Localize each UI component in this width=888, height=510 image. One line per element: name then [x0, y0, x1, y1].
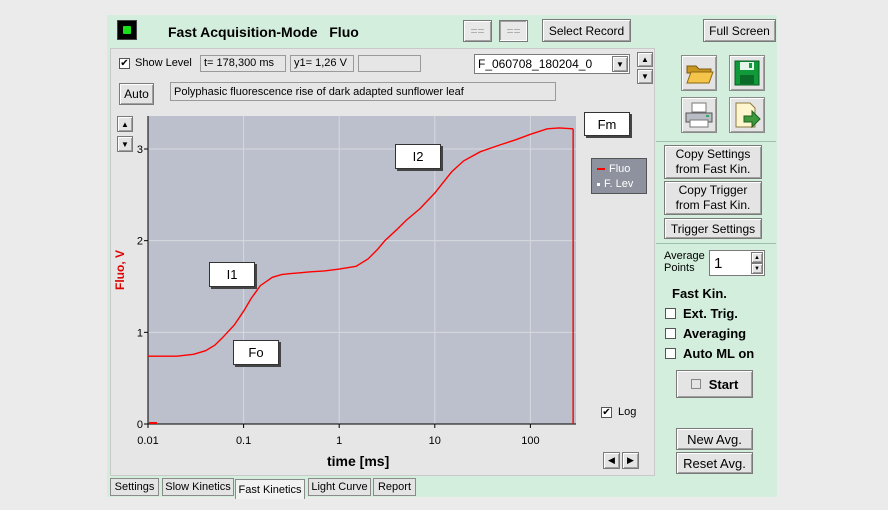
eq-button-2[interactable]: ==	[499, 20, 528, 42]
save-button[interactable]	[729, 55, 765, 91]
ext-trig-option[interactable]: Ext. Trig.	[665, 306, 738, 321]
annotation-fm: Fm	[584, 112, 630, 136]
new-avg-button[interactable]: New Avg.	[676, 428, 753, 450]
x-axis-label: time [ms]	[327, 453, 390, 469]
annotation-i2: I2	[395, 144, 441, 169]
show-level-toggle[interactable]: ✔ Show Level	[119, 57, 192, 69]
ext-trig-label: Ext. Trig.	[683, 306, 738, 321]
tab-light-curve[interactable]: Light Curve	[308, 478, 371, 496]
start-label: Start	[708, 376, 739, 392]
tab-settings[interactable]: Settings	[110, 478, 159, 496]
copy-settings-line2: from Fast Kin.	[675, 162, 751, 176]
auto-button[interactable]: Auto	[119, 83, 154, 105]
export-arrow-icon	[735, 102, 761, 129]
time-readout: t= 178,300 ms	[200, 55, 286, 72]
full-screen-button[interactable]: Full Screen	[703, 19, 776, 42]
y-tick-label: 2	[137, 236, 143, 248]
legend-label-fluo: Fluo	[609, 163, 631, 175]
select-record-button[interactable]: Select Record	[542, 19, 631, 42]
description-field[interactable]: Polyphasic fluorescence rise of dark ada…	[170, 82, 556, 101]
print-button[interactable]	[681, 97, 717, 133]
copy-trigger-button[interactable]: Copy Trigger from Fast Kin.	[664, 181, 762, 215]
average-points-label-line1: Average	[664, 250, 705, 262]
average-points-label-line2: Points	[664, 262, 695, 274]
fast-kin-heading: Fast Kin.	[672, 286, 727, 301]
record-up-arrow-icon[interactable]: ▲	[637, 52, 653, 67]
y1-readout: y1= 1,26 V	[290, 55, 354, 72]
legend-swatch-fluo	[597, 168, 605, 170]
legend-item-fluo: Fluo	[597, 163, 630, 175]
window-title: Fast Acquisition-Mode Fluo	[168, 24, 359, 40]
average-points-value: 1	[714, 255, 723, 272]
log-label: Log	[618, 406, 637, 418]
auto-ml-label: Auto ML on	[683, 346, 755, 361]
y-tick-label: 3	[137, 144, 143, 156]
auto-ml-checkbox[interactable]	[665, 348, 676, 359]
y-scale-up-icon[interactable]: ▲	[117, 116, 133, 132]
series-line-fluo	[148, 127, 574, 357]
tab-bar: Settings Slow Kinetics Fast Kinetics Lig…	[107, 478, 777, 499]
x-tick-label: 1	[336, 435, 342, 447]
reset-avg-button[interactable]: Reset Avg.	[676, 452, 753, 474]
status-led-icon	[117, 20, 137, 40]
export-button[interactable]	[729, 97, 765, 133]
legend-swatch-flev	[597, 182, 600, 186]
copy-trigger-line2: from Fast Kin.	[675, 198, 751, 212]
annotation-i1: I1	[209, 262, 255, 287]
log-toggle[interactable]: ✔ Log	[601, 406, 636, 418]
ext-trig-checkbox[interactable]	[665, 308, 676, 319]
copy-settings-button[interactable]: Copy Settings from Fast Kin.	[664, 145, 762, 179]
copy-settings-line1: Copy Settings	[675, 147, 751, 161]
spinner-up-icon[interactable]: ▲	[751, 252, 763, 263]
x-tick-label: 10	[429, 435, 441, 447]
y-axis-label: Fluo, V	[113, 250, 127, 290]
record-select-value: F_060708_180204_0	[478, 57, 593, 71]
printer-icon	[685, 102, 713, 128]
start-indicator-icon	[690, 379, 701, 389]
spinner-down-icon[interactable]: ▼	[751, 263, 763, 274]
record-select[interactable]: F_060708_180204_0 ▼	[474, 54, 630, 74]
averaging-checkbox[interactable]	[665, 328, 676, 339]
record-down-arrow-icon[interactable]: ▼	[637, 69, 653, 84]
average-points-spinner[interactable]: 1 ▲ ▼	[709, 250, 765, 276]
scroll-left-icon[interactable]: ◀	[603, 452, 620, 469]
trigger-settings-button[interactable]: Trigger Settings	[664, 218, 762, 239]
copy-trigger-line1: Copy Trigger	[678, 183, 748, 197]
side-divider-2	[656, 243, 776, 244]
side-divider-1	[656, 141, 776, 142]
eq-button-1[interactable]: ==	[463, 20, 492, 42]
x-tick-label: 100	[521, 435, 539, 447]
x-tick-label: 0.1	[236, 435, 251, 447]
log-checkbox[interactable]: ✔	[601, 406, 612, 418]
chevron-down-icon[interactable]: ▼	[612, 56, 628, 72]
show-level-checkbox[interactable]: ✔	[119, 57, 130, 69]
open-folder-button[interactable]	[681, 55, 717, 91]
legend-label-flev: F. Lev	[604, 178, 634, 190]
annotation-fo: Fo	[233, 340, 279, 365]
averaging-label: Averaging	[683, 326, 747, 341]
legend-item-flev: F. Lev	[597, 178, 633, 190]
auto-ml-option[interactable]: Auto ML on	[665, 346, 754, 361]
folder-open-icon	[686, 65, 714, 84]
extra-readout	[358, 55, 421, 72]
y-scale-down-icon[interactable]: ▼	[117, 136, 133, 152]
scroll-right-icon[interactable]: ▶	[622, 452, 639, 469]
tab-fast-kinetics[interactable]: Fast Kinetics	[235, 479, 305, 499]
show-level-label: Show Level	[135, 57, 192, 69]
x-tick-label: 0.01	[137, 435, 158, 447]
chart-legend: Fluo F. Lev	[591, 158, 647, 194]
average-points-label: Average Points	[664, 250, 705, 274]
tab-slow-kinetics[interactable]: Slow Kinetics	[162, 478, 234, 496]
tab-report[interactable]: Report	[373, 478, 416, 496]
floppy-disk-icon	[734, 60, 760, 86]
y-tick-label: 1	[137, 327, 143, 339]
averaging-option[interactable]: Averaging	[665, 326, 746, 341]
start-button[interactable]: Start	[676, 370, 753, 398]
y-tick-label: 0	[137, 419, 143, 431]
